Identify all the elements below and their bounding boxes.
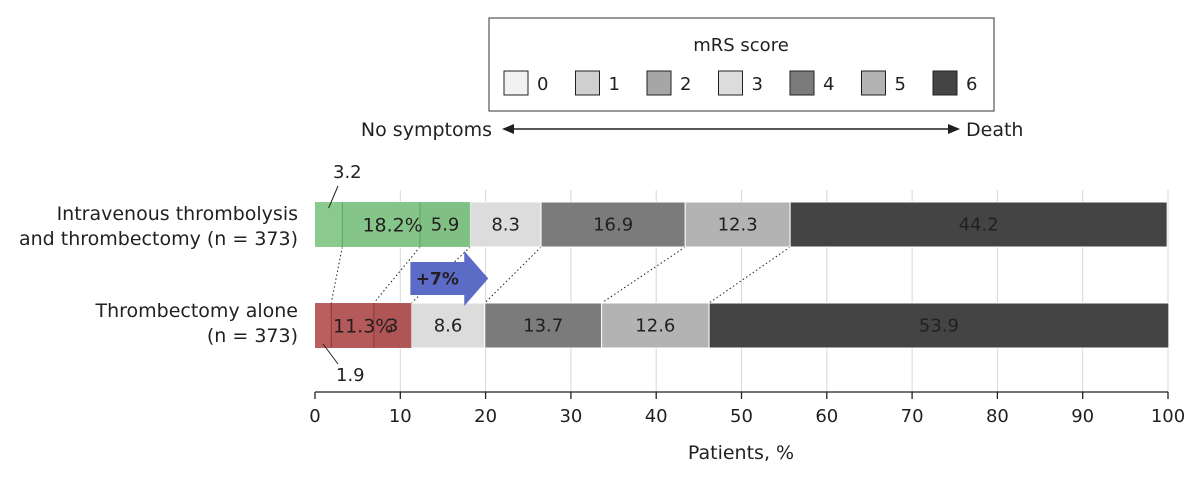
bar-label-group-1-mrs-4: 16.9 [593, 215, 633, 236]
bar-label-group-2-mrs-6: 53.9 [919, 316, 959, 337]
x-tick-label-40: 40 [645, 406, 668, 427]
callouts: 3.2 1.9 [322, 162, 365, 386]
callout-line-group-2 [322, 343, 339, 365]
scale-left-label: No symptoms [361, 119, 492, 141]
difference-label: +7% [416, 270, 459, 290]
group-2-label-line2: (n = 373) [207, 325, 298, 347]
legend-box [488, 17, 995, 112]
legend-label-0: 0 [537, 74, 548, 95]
bar-label-group-1-mrs-5: 12.3 [718, 215, 758, 236]
group-1-label-line2: and thrombectomy (n = 373) [19, 228, 298, 250]
bar-group-2-mrs-5 [601, 302, 710, 349]
highlight-overlays: 5.9 18.2% 311.3% [315, 202, 471, 348]
highlight-sublabel-group-2: 3 [387, 316, 398, 337]
bar-group-1-mrs-4 [540, 201, 686, 248]
x-tick-label-60: 60 [815, 406, 838, 427]
scale-arrow-right-head [948, 124, 960, 134]
x-tick-label-80: 80 [986, 406, 1009, 427]
legend-swatch-3 [718, 70, 743, 96]
legend-swatch-2 [646, 70, 672, 96]
group-2-label-line1: Thrombectomy alone [94, 300, 298, 322]
x-tick-label-70: 70 [901, 406, 924, 427]
x-tick-label-90: 90 [1071, 406, 1094, 427]
group-1-label-line1: Intravenous thrombolysis [57, 203, 298, 225]
legend-swatch-1 [575, 70, 600, 96]
x-axis: 0 10 20 30 40 50 60 70 80 90 100 [309, 391, 1185, 427]
legend-swatch-4 [789, 70, 815, 96]
callout-line-group-1 [328, 185, 339, 209]
bar-label-group-1-mrs-3: 8.3 [491, 215, 520, 236]
x-tick-label-30: 30 [559, 406, 582, 427]
legend-label-5: 5 [895, 74, 906, 95]
x-tick-label-20: 20 [474, 406, 497, 427]
bar-label-group-2-mrs-5: 12.6 [635, 316, 675, 337]
connector-line-2 [373, 246, 421, 304]
bar-group-2-mrs-6 [708, 302, 1170, 349]
connector-line-6 [708, 246, 791, 304]
scale-arrow-left-head [502, 124, 514, 134]
x-tick-label-10: 10 [389, 406, 412, 427]
x-tick-label-100: 100 [1151, 406, 1185, 427]
callout-group-2: 1.9 [336, 365, 365, 386]
legend-label-4: 4 [823, 74, 834, 95]
scale-right-label: Death [966, 119, 1023, 141]
connector-line-5 [601, 246, 686, 304]
bar-label-group-2-mrs-4: 13.7 [523, 316, 563, 337]
group-labels: Intravenous thrombolysis and thrombectom… [19, 203, 298, 347]
legend-label-2: 2 [680, 74, 691, 95]
bar-group-1-mrs-6 [789, 201, 1168, 248]
highlight-label-group-1: 18.2% [362, 215, 422, 237]
connector-line-4 [484, 246, 542, 304]
legend-label-3: 3 [752, 74, 763, 95]
legend-swatch-0 [503, 70, 529, 96]
legend-label-1: 1 [609, 74, 620, 95]
scale-arrow: No symptoms Death [361, 119, 1024, 141]
highlight-sublabel-group-1: 5.9 [431, 215, 460, 236]
legend-swatch-6 [932, 70, 958, 96]
callout-group-1: 3.2 [333, 162, 362, 183]
legend-entries: 0 1 2 3 4 5 6 [503, 70, 977, 96]
x-axis-label: Patients, % [688, 442, 794, 464]
x-tick-label-0: 0 [309, 406, 320, 427]
difference-annotation: +7% [410, 251, 489, 306]
difference-arrow [410, 251, 489, 306]
legend: mRS score 0 1 2 3 4 5 6 [488, 17, 995, 112]
legend-title: mRS score [693, 35, 789, 56]
bar-group-2-mrs-4 [484, 302, 603, 349]
highlight-label-group-2: 11.3% [333, 316, 393, 338]
legend-swatch-5 [861, 70, 886, 96]
highlight-bar-group-1 [315, 202, 471, 247]
bar-label-group-2-mrs-3: 8.6 [434, 316, 463, 337]
legend-label-6: 6 [966, 74, 977, 95]
bar-label-group-1-mrs-6: 44.2 [959, 215, 999, 236]
x-tick-label-50: 50 [730, 406, 753, 427]
connector-line-1 [330, 246, 343, 304]
